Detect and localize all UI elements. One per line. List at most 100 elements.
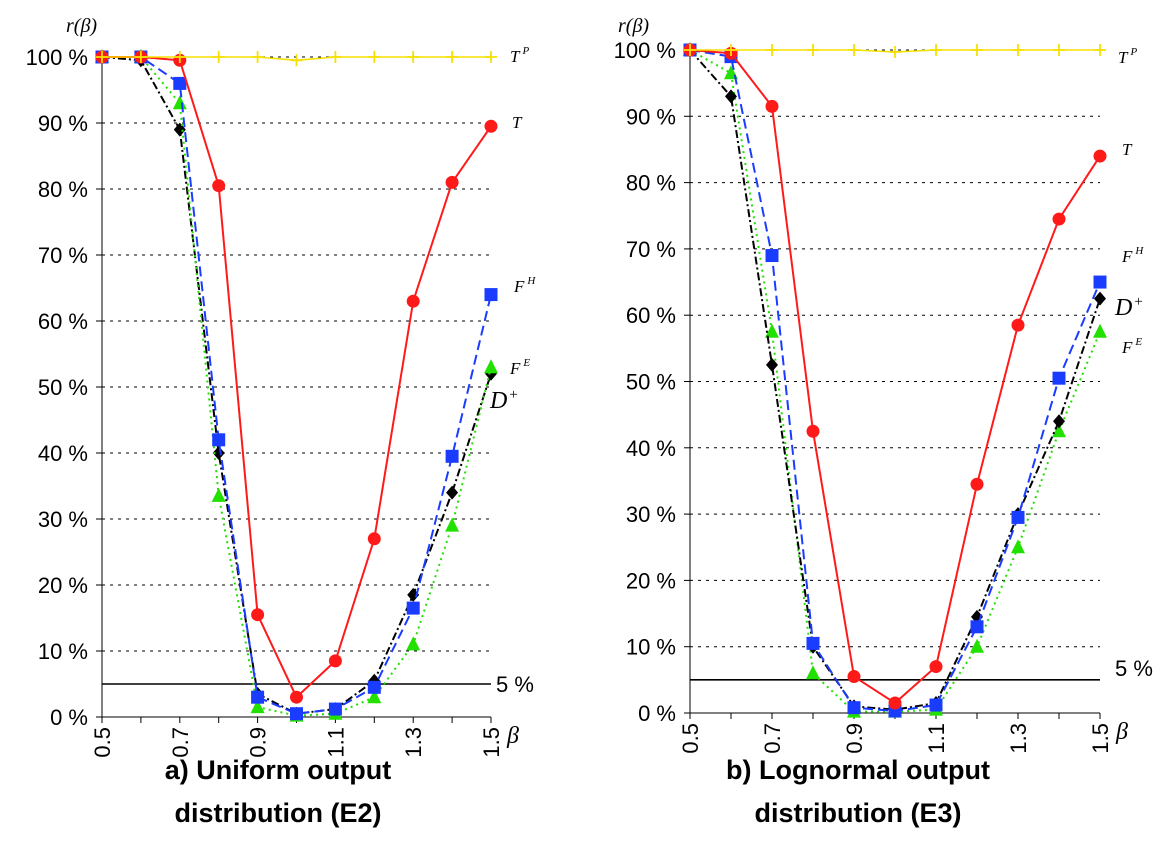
x-tick-label: 0.7 [760,723,785,754]
chart-title-line-2: distribution (E2) [175,798,382,828]
data-point [484,119,498,133]
data-point [848,44,860,56]
series-line [102,56,492,699]
data-point [328,702,342,716]
chart-title-line-1: b) Lognormal output [726,755,990,785]
data-point [970,638,984,653]
data-point [484,359,498,374]
data-point [1052,371,1066,385]
x-axis-label: β [1115,719,1128,745]
x-tick-label: 1.5 [1088,723,1113,754]
data-point [485,51,497,63]
data-point [970,620,984,634]
y-tick-label: 60 % [626,303,676,328]
data-point [173,51,186,63]
data-point [1052,423,1066,438]
data-point [725,89,737,104]
series-line [101,56,492,715]
data-point [930,44,942,56]
reference-line-label: 5 % [1115,656,1153,681]
data-point [806,665,820,680]
data-point [407,51,420,63]
chart-a-uniform: 0 % 10 % 20 % 30 % 40 % 50 % 60 % 70 % 80 % 90 % 1… [26,15,537,828]
data-point [172,95,187,110]
x-tick-label: 1.5 [479,727,504,758]
data-point [484,288,498,302]
data-point [406,601,420,615]
data-point [1011,318,1025,332]
data-point [290,707,303,721]
data-point [806,424,820,438]
data-point [212,179,226,193]
data-point [212,51,225,63]
y-tick-label: 70 % [626,237,676,262]
data-point [406,636,421,651]
y-tick-label: 60 % [38,309,88,334]
y-axis-label: r(β) [618,15,649,37]
data-point [250,699,265,714]
y-tick-label: 40 % [38,441,88,466]
x-tick-label: 0.5 [90,727,115,758]
data-point [970,477,984,491]
data-point [889,45,901,58]
data-point [134,51,147,63]
data-point [806,636,820,650]
y-tick-label: 0 % [50,705,88,730]
chart-b-lognormal: 0 % 10 % 20 % 30 % 40 % 50 % 60 % 70 % 80 % 90 % 1… [614,15,1153,828]
data-point [446,485,459,500]
data-point [929,698,943,712]
data-point [446,51,459,63]
y-tick-label: 90 % [626,104,676,129]
series-T: T [683,43,1133,710]
data-point [971,44,983,56]
y-tick-label: 40 % [626,436,676,461]
data-point [290,690,303,704]
data-point [1093,275,1107,289]
y-tick-label: 80 % [626,171,676,196]
y-tick-label: 80 % [38,177,88,202]
data-point [765,99,779,113]
series-line [689,49,1101,713]
chart-title-line-1: a) Uniform output [165,755,391,785]
data-point [445,517,460,532]
y-tick-label: 20 % [626,568,676,593]
data-point [290,54,303,67]
data-point [96,51,108,63]
x-tick-label: 1.1 [924,723,949,754]
y-tick-label: 20 % [38,573,88,598]
data-point [684,44,696,56]
data-point [251,690,265,704]
y-axis-label: r(β) [66,15,97,37]
data-point [367,689,382,704]
data-point [1094,291,1106,306]
x-tick-label: 0.7 [168,727,193,758]
data-point [929,660,943,674]
x-tick-label: 0.5 [678,723,703,754]
data-point [765,249,779,263]
data-point [1053,414,1065,429]
x-axis-label: β [506,723,519,749]
y-tick-label: 90 % [38,111,88,136]
y-tick-label: 70 % [38,243,88,268]
data-point [1093,149,1107,163]
y-tick-label: 10 % [38,639,88,664]
x-tick-label: 1.3 [401,727,426,758]
data-point [766,44,778,56]
y-tick-label: 100 % [614,38,676,63]
data-point [173,122,186,137]
data-point [847,670,861,684]
data-point [1053,44,1065,56]
series-T: T [95,50,523,704]
y-tick-label: 50 % [38,375,88,400]
data-point [1011,510,1025,524]
